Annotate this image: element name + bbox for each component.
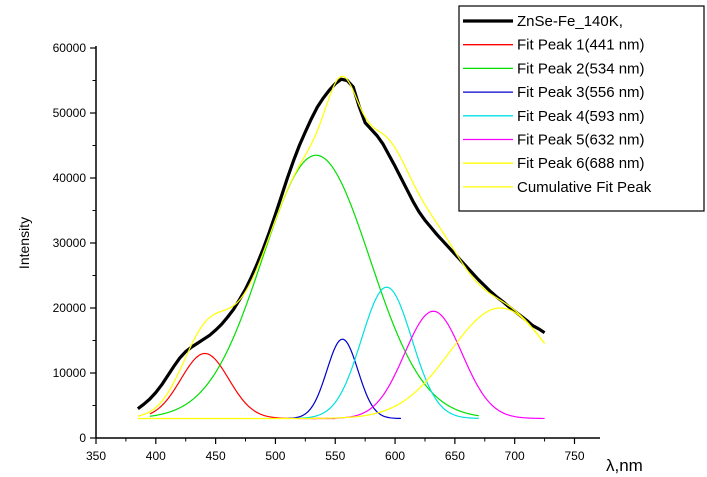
x-tick-label: 650	[445, 449, 465, 463]
y-tick-label: 10000	[53, 366, 87, 380]
legend-label: Fit Peak 6(688 nm)	[517, 155, 645, 172]
y-tick-label: 20000	[53, 301, 87, 315]
y-tick-label: 50000	[53, 106, 87, 120]
x-axis-ticks: 350 400 450 500 550 600 650 700 750	[86, 438, 585, 463]
legend-label: Fit Peak 4(593 nm)	[517, 108, 645, 125]
x-tick-label: 750	[564, 449, 584, 463]
x-axis-title: λ,nm	[606, 456, 643, 475]
series-line-fit-peak-3	[287, 339, 401, 418]
legend-label: Fit Peak 1(441 nm)	[517, 37, 645, 54]
series-line-fit-peak-6	[138, 308, 545, 419]
y-tick-label: 30000	[53, 236, 87, 250]
y-tick-label: 40000	[53, 171, 87, 185]
y-axis-ticks: 0 10000 20000 30000 40000 50000 60000	[53, 41, 96, 445]
legend-label: Fit Peak 5(632 nm)	[517, 132, 645, 149]
legend: ZnSe-Fe_140K, Fit Peak 1(441 nm) Fit Peak …	[459, 6, 704, 211]
x-tick-label: 600	[385, 449, 405, 463]
x-tick-label: 500	[265, 449, 285, 463]
y-tick-label: 60000	[53, 41, 87, 55]
x-tick-label: 350	[86, 449, 106, 463]
x-tick-label: 400	[146, 449, 166, 463]
x-tick-label: 700	[505, 449, 525, 463]
legend-label: Fit Peak 3(556 nm)	[517, 84, 645, 101]
x-tick-label: 550	[325, 449, 345, 463]
series-line-fit-peak-5	[311, 311, 544, 418]
series-line-fit-peak-4	[299, 287, 478, 418]
legend-label: ZnSe-Fe_140K,	[517, 13, 623, 30]
x-tick-label: 450	[206, 449, 226, 463]
legend-label: Fit Peak 2(534 nm)	[517, 60, 645, 77]
y-axis-title: Intensity	[16, 217, 32, 269]
legend-label: Cumulative Fit Peak	[517, 179, 652, 196]
y-tick-label: 0	[79, 431, 86, 445]
